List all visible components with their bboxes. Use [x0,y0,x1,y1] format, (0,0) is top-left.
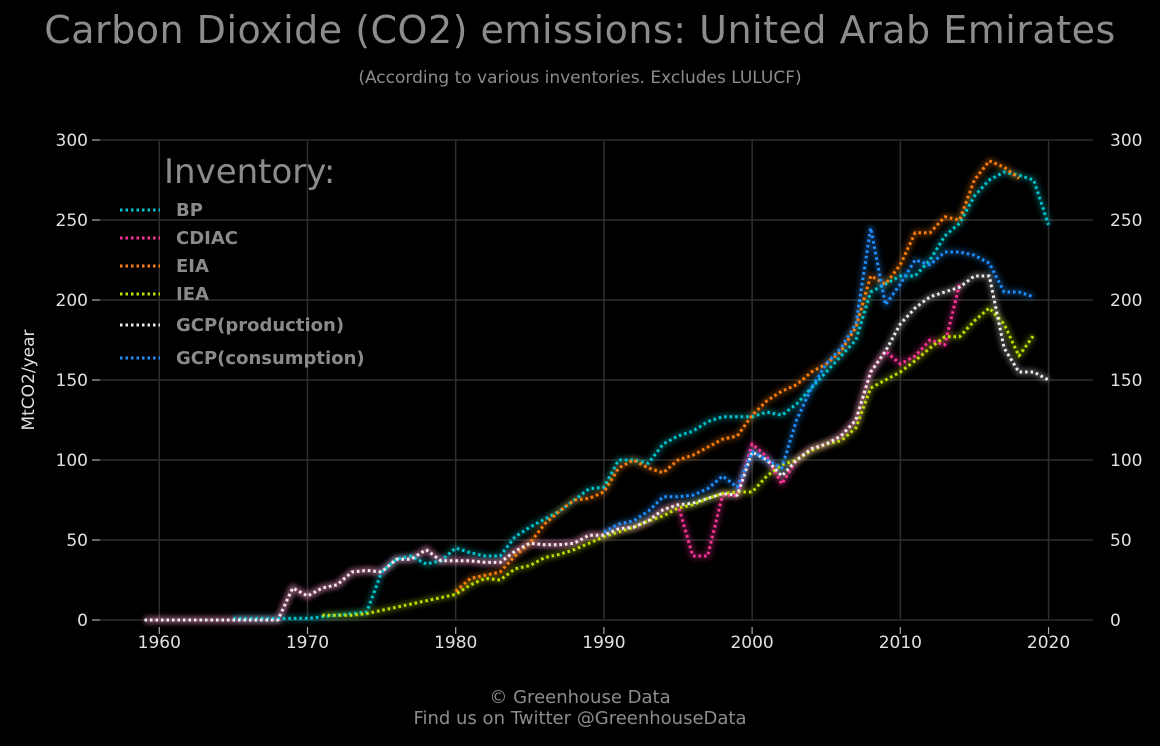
grid-lines [100,139,1093,621]
y-tick-label-right: 200 [1110,291,1142,311]
footer-twitter: Find us on Twitter @GreenhouseData [413,708,747,729]
axes: 0 0 50 50 100 100 150 150 200 200 250 250 300 300 1960… [19,131,1142,653]
series-line-gcp-consumption [603,226,1035,534]
y-tick-label: 250 [56,211,88,231]
y-tick-label-right: 50 [1110,531,1132,551]
chart-title: Carbon Dioxide (CO2) emissions: United A… [44,8,1116,52]
y-tick-label: 200 [56,291,88,311]
y-tick-label: 0 [77,611,88,631]
x-tick-label: 2010 [879,633,922,653]
y-tick-label-right: 100 [1110,451,1142,471]
legend-label-gcp-production: GCP(production) [176,315,344,336]
series-line-gcp-production [144,274,1050,622]
legend: Inventory: BP CDIAC EIA IEA GCP(production) GC… [120,152,365,369]
legend-label-bp: BP [176,200,203,221]
series-layer [144,159,1050,622]
legend-label-cdiac: CDIAC [176,228,238,249]
legend-label-gcp-consumption: GCP(consumption) [176,348,365,369]
chart-subtitle: (According to various inventories. Exclu… [358,68,802,88]
series-line-bp [233,170,1050,620]
y-tick-label-right: 0 [1110,611,1121,631]
series-line-eia [454,159,1020,593]
x-tick-label: 1980 [434,633,477,653]
footer-copyright: © Greenhouse Data [489,687,671,708]
legend-label-iea: IEA [176,284,209,305]
y-tick-label-right: 150 [1110,371,1142,391]
x-tick-label: 2000 [730,633,773,653]
legend-title: Inventory: [164,152,335,192]
y-tick-label: 100 [56,451,88,471]
series-glow-bp [233,168,1052,622]
x-tick-label: 1990 [582,633,625,653]
legend-label-eia: EIA [176,256,209,277]
y-axis-label: MtCO2/year [19,329,39,430]
y-tick-label-right: 250 [1110,211,1142,231]
y-tick-label: 50 [66,531,88,551]
y-tick-label: 300 [56,131,88,151]
series-glow-eia [453,157,1022,594]
x-tick-label: 1970 [286,633,329,653]
y-tick-label: 150 [56,371,88,391]
y-tick-label-right: 300 [1110,131,1142,151]
x-tick-label: 2020 [1027,633,1070,653]
series-glow-layer [144,157,1052,624]
x-tick-label: 1960 [138,633,181,653]
